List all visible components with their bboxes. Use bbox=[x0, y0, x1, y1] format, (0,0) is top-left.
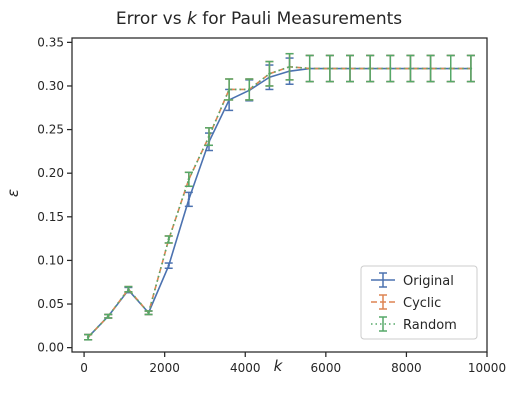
y-tick-label: 0.15 bbox=[37, 210, 64, 224]
legend-label: Original bbox=[403, 274, 454, 289]
data-point bbox=[127, 288, 130, 291]
data-point bbox=[248, 88, 251, 91]
series-random bbox=[84, 52, 475, 341]
data-point bbox=[288, 65, 291, 68]
data-point bbox=[308, 67, 311, 70]
data-point bbox=[187, 178, 191, 181]
y-tick-label: 0.05 bbox=[37, 297, 64, 311]
plot-frame bbox=[71, 37, 488, 353]
data-point bbox=[268, 72, 271, 75]
y-tick-label: 0.10 bbox=[37, 253, 64, 267]
data-point bbox=[368, 67, 372, 70]
data-point bbox=[469, 67, 473, 70]
chart-title: Error vs k for Pauli Measurements bbox=[116, 9, 402, 29]
data-point bbox=[328, 67, 332, 70]
x-tick-label: 8000 bbox=[391, 361, 422, 375]
data-point bbox=[147, 311, 150, 314]
data-point bbox=[449, 67, 452, 70]
chart-title-suffix: for Pauli Measurements bbox=[197, 9, 402, 29]
legend-item-cyclic: Cyclic bbox=[371, 294, 441, 311]
y-tick-label: 0.30 bbox=[37, 79, 64, 93]
y-tick-label: 0.25 bbox=[37, 123, 64, 137]
x-tick-label: 2000 bbox=[149, 361, 180, 375]
legend-item-random: Random bbox=[371, 316, 457, 333]
x-axis-label: k bbox=[274, 357, 284, 375]
data-point bbox=[187, 198, 191, 201]
data-point bbox=[389, 67, 392, 70]
y-tick-label: 0.35 bbox=[37, 35, 64, 49]
series-line bbox=[87, 65, 471, 338]
legend-box bbox=[360, 265, 478, 340]
data-point bbox=[207, 135, 211, 138]
x-tick-label: 0 bbox=[80, 361, 88, 375]
data-point bbox=[167, 238, 170, 241]
legend-label: Cyclic bbox=[403, 296, 441, 311]
chart-title-prefix: Error vs bbox=[116, 9, 187, 29]
y-tick-label: 0.20 bbox=[37, 166, 64, 180]
legend-item-original: Original bbox=[371, 272, 454, 289]
y-axis-label: ε bbox=[4, 189, 22, 197]
data-point bbox=[409, 67, 412, 70]
x-tick-label: 6000 bbox=[311, 361, 342, 375]
chart-title-var: k bbox=[187, 9, 198, 29]
data-point bbox=[429, 67, 432, 70]
y-tick-label: 0.00 bbox=[37, 341, 64, 355]
data-point bbox=[107, 315, 110, 318]
plot-area: 0 2000 4000 6000 8000 10000 0.00 0.05 0.10 0.15 0.… bbox=[37, 35, 506, 375]
legend: Original Cyclic Random bbox=[360, 265, 478, 340]
data-point bbox=[348, 67, 352, 70]
legend-label: Random bbox=[403, 318, 457, 333]
x-tick-label: 10000 bbox=[468, 361, 506, 375]
x-tick-label: 4000 bbox=[230, 361, 261, 375]
data-point bbox=[167, 264, 170, 267]
data-point bbox=[86, 335, 90, 339]
data-point bbox=[227, 88, 231, 91]
